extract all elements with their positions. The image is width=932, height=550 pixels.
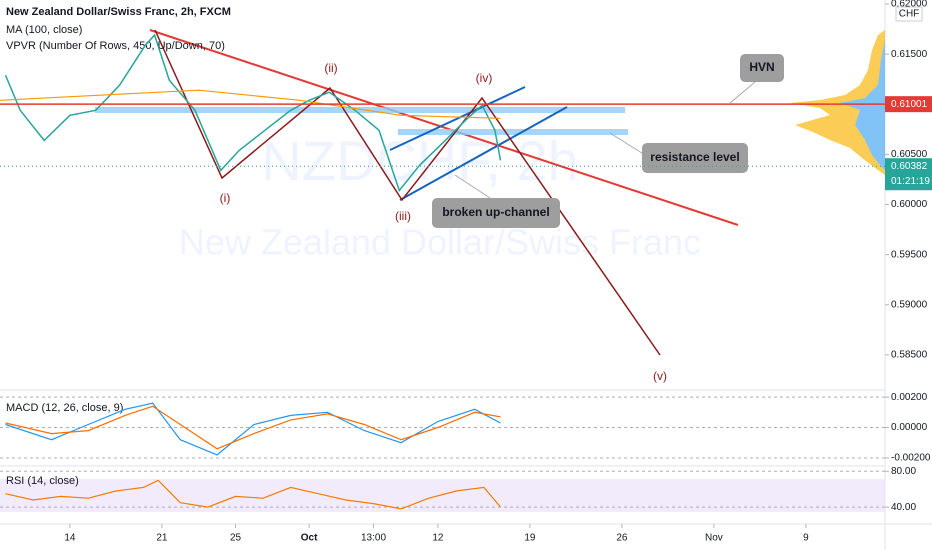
callout [642, 143, 748, 173]
x-tick-label: 9 [803, 533, 809, 544]
watermark: New Zealand Dollar/Swiss Franc [179, 222, 701, 263]
series-line [0, 89, 501, 119]
x-tick-label: 21 [156, 533, 168, 544]
series-line [5, 402, 501, 456]
indicator-label: MA (100, close) [6, 24, 82, 36]
watermark: NZDCHF, 2h [261, 129, 578, 192]
indicator-label: RSI (14, close) [6, 475, 79, 487]
hvn-price-box [885, 96, 932, 113]
x-tick-label: Nov [705, 533, 723, 544]
callout [740, 54, 784, 82]
channel-line [399, 106, 568, 201]
x-tick-label: 26 [616, 533, 628, 544]
x-tick-label: 13:00 [361, 533, 386, 544]
countdown: 01:21:19 [891, 176, 930, 187]
x-tick-label: Oct [301, 533, 318, 544]
y-tick-label: 0.00200 [891, 392, 928, 403]
x-tick-label: 25 [230, 533, 242, 544]
x-tick-label: 12 [432, 533, 444, 544]
chart-title: New Zealand Dollar/Swiss Franc, 2h, FXCM [6, 6, 231, 18]
series-line [5, 479, 501, 510]
indicator-label: MACD (12, 26, close, 9) [6, 402, 123, 414]
callout-pointer [609, 132, 646, 156]
callout-text: resistance level [650, 150, 739, 164]
y-tick-label: 0.61500 [891, 49, 928, 60]
channel-line [389, 86, 526, 151]
wave-label: (iii) [395, 209, 411, 223]
y-tick-label: 80.00 [891, 466, 916, 477]
zone [398, 129, 628, 135]
series-line [5, 405, 501, 450]
y-tick-label: 0.62000 [891, 0, 928, 10]
callout-pointer [729, 81, 756, 104]
wave-line [154, 29, 661, 356]
wave-label: (v) [653, 369, 667, 383]
currency-box [895, 6, 923, 22]
y-tick-label: 0.59500 [891, 249, 928, 260]
wave-label: (i) [220, 191, 231, 205]
wave-label: (ii) [324, 61, 337, 75]
callout-text: HVN [749, 60, 774, 74]
y-tick-label: 0.60500 [891, 149, 928, 160]
last-price-label: 0.60382 [891, 161, 928, 172]
callout-text: broken up-channel [442, 205, 549, 219]
y-tick-label: 40.00 [891, 502, 916, 513]
y-tick-label: 0.58500 [891, 350, 928, 361]
rsi-band [0, 479, 885, 512]
zone [95, 107, 625, 113]
series-line [4, 33, 502, 193]
y-tick-label: 0.60000 [891, 199, 928, 210]
trend-line [149, 29, 739, 226]
callout-pointer [454, 174, 491, 199]
wave-label: (iv) [476, 71, 493, 85]
last-price-box [885, 158, 932, 191]
y-tick-label: 0.00000 [891, 422, 928, 433]
currency: CHF [899, 9, 920, 20]
hvn-price-label: 0.61001 [891, 99, 928, 110]
x-tick-label: 14 [64, 533, 76, 544]
indicator-label: VPVR (Number Of Rows, 450, Up/Down, 70) [6, 40, 225, 52]
y-tick-label: 0.59000 [891, 299, 928, 310]
volume-profile [790, 30, 885, 175]
x-tick-label: 19 [524, 533, 536, 544]
y-tick-label: -0.00200 [891, 453, 931, 464]
callout [432, 198, 560, 228]
